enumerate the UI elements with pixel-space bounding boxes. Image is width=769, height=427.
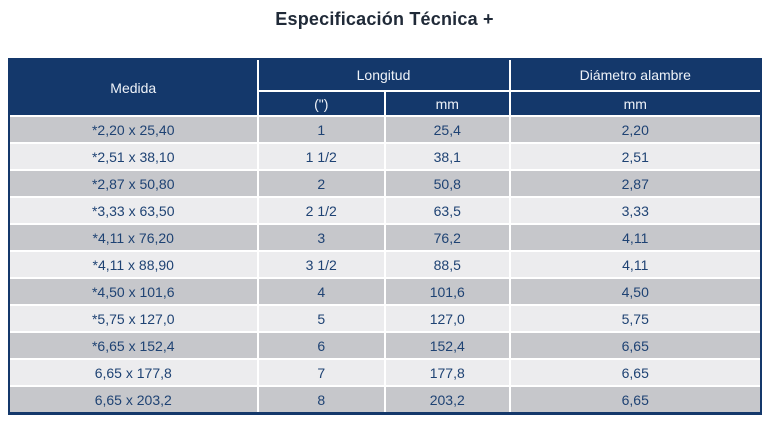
header-diametro: Diámetro alambre xyxy=(508,60,760,92)
cell-mm: 152,4 xyxy=(384,331,511,360)
header-medida: Medida xyxy=(10,60,259,117)
cell-pulgadas: 3 1/2 xyxy=(256,250,386,279)
cell-mm: 63,5 xyxy=(384,196,511,225)
cell-mm: 88,5 xyxy=(384,250,511,279)
table-row: *4,50 x 101,6 4 101,6 4,50 xyxy=(10,277,760,306)
spec-table: Medida Longitud Diámetro alambre (") mm … xyxy=(10,60,760,412)
cell-diametro: 2,20 xyxy=(508,115,760,144)
cell-pulgadas: 2 xyxy=(256,169,386,198)
cell-medida: *4,50 x 101,6 xyxy=(10,277,259,306)
header-longitud-inches: (") xyxy=(257,90,386,117)
cell-medida: *4,11 x 76,20 xyxy=(10,223,259,252)
cell-diametro: 4,11 xyxy=(508,250,760,279)
cell-diametro: 6,65 xyxy=(508,385,760,412)
cell-diametro: 3,33 xyxy=(508,196,760,225)
table-row: *3,33 x 63,50 2 1/2 63,5 3,33 xyxy=(10,196,760,225)
table-row: *2,87 x 50,80 2 50,8 2,87 xyxy=(10,169,760,198)
table-header: Medida Longitud Diámetro alambre (") mm … xyxy=(10,60,760,117)
cell-mm: 203,2 xyxy=(384,385,511,412)
cell-pulgadas: 1 1/2 xyxy=(256,142,386,171)
table-row: 6,65 x 177,8 7 177,8 6,65 xyxy=(10,358,760,387)
cell-mm: 101,6 xyxy=(384,277,511,306)
cell-pulgadas: 6 xyxy=(256,331,386,360)
cell-pulgadas: 7 xyxy=(256,358,386,387)
cell-medida: *4,11 x 88,90 xyxy=(10,250,259,279)
table-body: *2,20 x 25,40 1 25,4 2,20 *2,51 x 38,10 … xyxy=(10,115,760,412)
table-row: *2,20 x 25,40 1 25,4 2,20 xyxy=(10,115,760,144)
table-row: *5,75 x 127,0 5 127,0 5,75 xyxy=(10,304,760,333)
header-longitud: Longitud xyxy=(256,60,511,92)
table-row: *6,65 x 152,4 6 152,4 6,65 xyxy=(10,331,760,360)
cell-pulgadas: 8 xyxy=(256,385,386,412)
cell-diametro: 4,50 xyxy=(508,277,760,306)
cell-mm: 127,0 xyxy=(384,304,511,333)
cell-pulgadas: 3 xyxy=(256,223,386,252)
cell-medida: *2,20 x 25,40 xyxy=(10,115,259,144)
cell-diametro: 6,65 xyxy=(508,331,760,360)
cell-pulgadas: 5 xyxy=(256,304,386,333)
cell-diametro: 5,75 xyxy=(508,304,760,333)
cell-mm: 25,4 xyxy=(384,115,511,144)
cell-mm: 76,2 xyxy=(384,223,511,252)
header-diametro-mm: mm xyxy=(508,90,760,117)
cell-diametro: 2,51 xyxy=(508,142,760,171)
cell-diametro: 2,87 xyxy=(508,169,760,198)
cell-medida: *2,51 x 38,10 xyxy=(10,142,259,171)
cell-pulgadas: 2 1/2 xyxy=(256,196,386,225)
page-title: Especificación Técnica + xyxy=(275,9,494,29)
cell-diametro: 4,11 xyxy=(508,223,760,252)
cell-diametro: 6,65 xyxy=(508,358,760,387)
cell-medida: *6,65 x 152,4 xyxy=(10,331,259,360)
spec-table-frame: Medida Longitud Diámetro alambre (") mm … xyxy=(8,58,762,415)
table-row: *4,11 x 76,20 3 76,2 4,11 xyxy=(10,223,760,252)
cell-pulgadas: 4 xyxy=(256,277,386,306)
cell-medida: *2,87 x 50,80 xyxy=(10,169,259,198)
cell-mm: 38,1 xyxy=(384,142,511,171)
table-row: 6,65 x 203,2 8 203,2 6,65 xyxy=(10,385,760,412)
cell-mm: 177,8 xyxy=(384,358,511,387)
cell-pulgadas: 1 xyxy=(256,115,386,144)
cell-medida: 6,65 x 177,8 xyxy=(10,358,259,387)
cell-medida: 6,65 x 203,2 xyxy=(10,385,259,412)
table-row: *2,51 x 38,10 1 1/2 38,1 2,51 xyxy=(10,142,760,171)
cell-medida: *3,33 x 63,50 xyxy=(10,196,259,225)
table-row: *4,11 x 88,90 3 1/2 88,5 4,11 xyxy=(10,250,760,279)
cell-mm: 50,8 xyxy=(384,169,511,198)
header-longitud-mm: mm xyxy=(384,90,511,117)
cell-medida: *5,75 x 127,0 xyxy=(10,304,259,333)
